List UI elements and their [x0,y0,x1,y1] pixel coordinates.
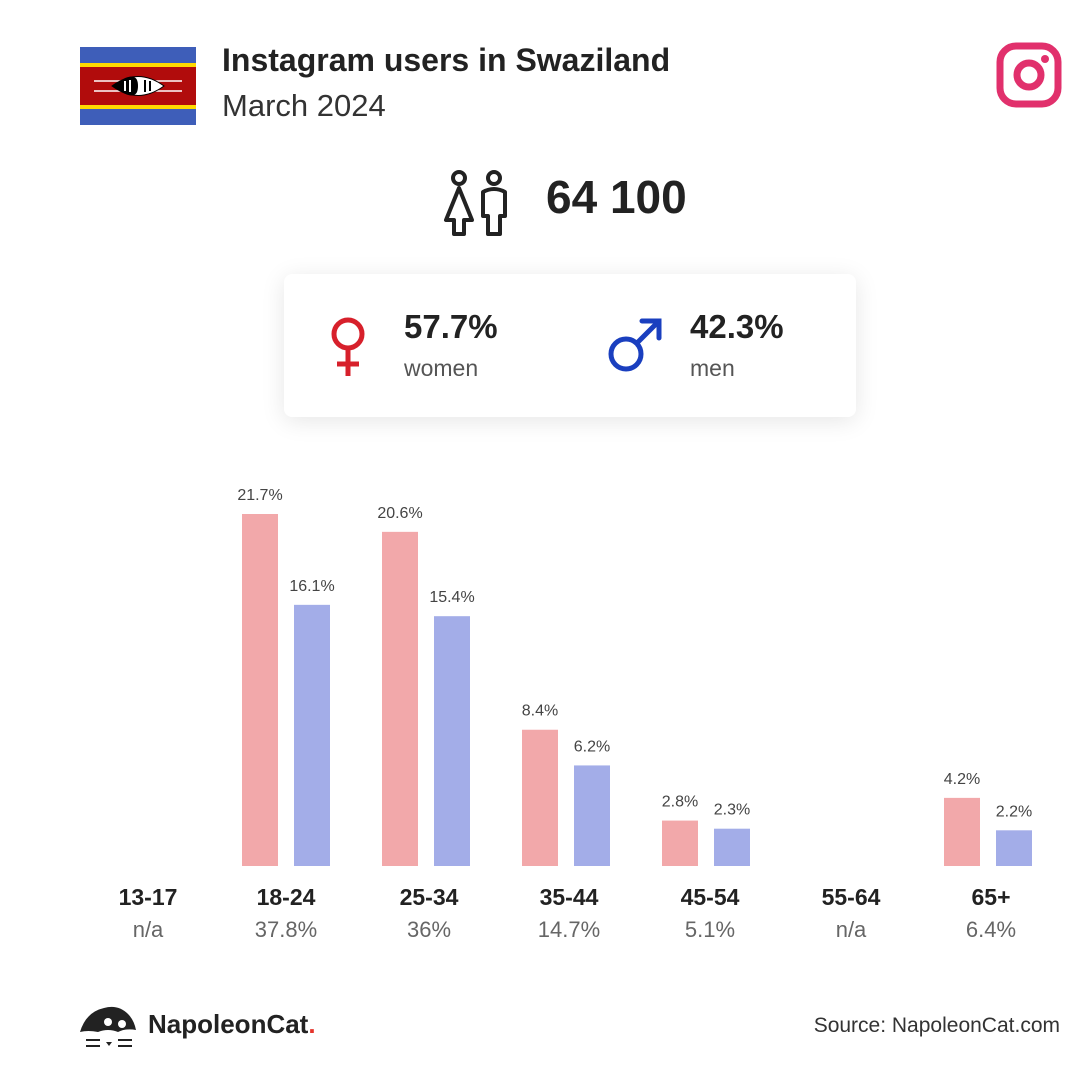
bar-label-women-25-34: 20.6% [377,505,422,522]
page-subtitle: March 2024 [222,88,386,123]
male-symbol-icon [608,318,662,372]
bar-label-men-45-54: 2.3% [714,802,750,819]
bar-men-35-44 [574,765,610,866]
bar-women-25-34 [382,531,418,866]
women-percentage: 57.7% [404,308,498,345]
bar-label-men-35-44: 6.2% [574,738,610,755]
bar-label-men-18-24: 16.1% [289,578,334,595]
swaziland-flag-icon [80,47,196,125]
category-total: 5.1% [684,917,736,942]
category-name: 45-54 [680,884,740,910]
bar-label-men-25-34: 15.4% [429,589,474,606]
men-percentage: 42.3% [690,308,784,345]
category-total: 36% [406,917,452,942]
bar-men-18-24 [294,604,330,866]
category-name: 13-17 [118,884,178,910]
age-gender-bar-chart: 21.7% 16.1% 20.6% 15.4% 8.4% 6.2% 2.8% 2.3% 4.2%… [237,487,1032,866]
bar-label-men-65+: 2.2% [996,803,1032,820]
instagram-icon [996,42,1062,108]
women-label: women [404,355,479,381]
men-label: men [690,355,735,381]
category-total: 14.7% [537,917,601,942]
brand-text: NapoleonCat [148,1009,309,1039]
category-total: n/a [835,917,867,942]
category-55-64: 55-64 n/a [786,884,916,943]
bar-label-women-35-44: 8.4% [522,703,558,720]
bar-men-25-34 [434,616,470,866]
brand-dot: . [308,1009,316,1039]
category-name: 25-34 [399,884,459,910]
category-total: 37.8% [254,917,318,942]
category-name: 65+ [971,884,1011,910]
category-name: 55-64 [821,884,881,910]
bar-women-35-44 [522,729,558,866]
page-title: Instagram users in Swaziland [222,42,671,78]
bar-label-women-65+: 4.2% [944,771,980,788]
category-name: 35-44 [539,884,599,910]
bar-label-women-18-24: 21.7% [237,487,282,504]
category-total: n/a [132,917,164,942]
bar-men-65+ [996,830,1032,866]
source-credit: Source: NapoleonCat.com [813,1014,1060,1037]
category-total: 6.4% [965,917,1017,942]
bar-women-18-24 [242,514,278,866]
category-35-44: 35-44 14.7% [504,884,634,943]
total-users-value: 64 100 [546,171,687,223]
category-45-54: 45-54 5.1% [645,884,775,943]
category-25-34: 25-34 36% [364,884,494,943]
category-18-24: 18-24 37.8% [221,884,351,943]
female-symbol-icon [331,317,365,376]
category-65-plus: 65+ 6.4% [926,884,1056,943]
bar-men-45-54 [714,828,750,866]
brand-name: NapoleonCat. [148,1009,316,1040]
bar-label-women-45-54: 2.8% [662,794,698,811]
napoleoncat-logo-icon [80,1006,136,1047]
gender-breakdown-card: 57.7% women 42.3% men [284,274,856,417]
bar-women-45-54 [662,820,698,866]
users-icon [444,170,507,236]
category-name: 18-24 [256,884,316,910]
bar-women-65+ [944,797,980,866]
category-13-17: 13-17 n/a [83,884,213,943]
